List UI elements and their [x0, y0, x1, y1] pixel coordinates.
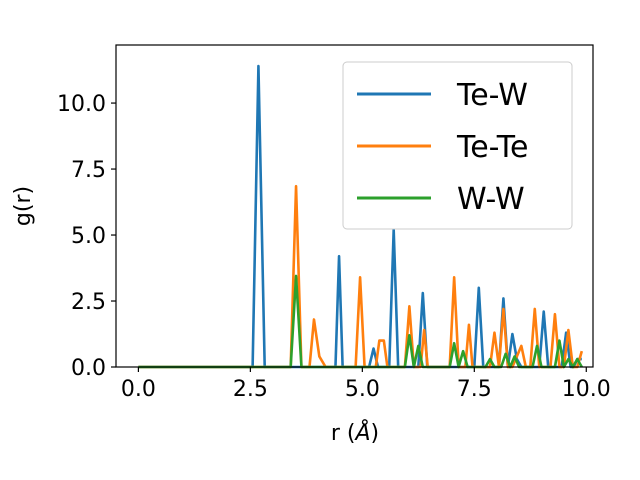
- x-axis-label-text: r (: [331, 421, 356, 446]
- y-axis-label: g(r): [11, 186, 36, 226]
- y-tick-label: 7.5: [71, 158, 106, 183]
- y-tick-label: 0.0: [71, 356, 106, 381]
- y-tick-label: 2.5: [71, 290, 106, 315]
- x-axis-label-close: ): [371, 421, 380, 446]
- axes-layer: 0.0 2.5 5.0 7.5 10.0 0.0 2.5 5.0 7.5 10.0: [57, 44, 611, 402]
- x-axis-label-symbol: Å: [353, 419, 370, 446]
- legend-label-w-w: W-W: [457, 182, 525, 217]
- series-line-w-w: [138, 274, 583, 369]
- legend: Te-W Te-Te W-W: [342, 61, 573, 230]
- plot-frame: [115, 44, 594, 368]
- x-tick-label: 2.5: [233, 377, 268, 402]
- y-tick-label: 5.0: [71, 224, 106, 249]
- y-tick-label: 10.0: [57, 92, 106, 117]
- x-tick-label: 0.0: [121, 377, 156, 402]
- legend-label-te-te: Te-Te: [456, 130, 528, 165]
- x-axis-label: r (Å): [331, 419, 379, 446]
- legend-label-te-w: Te-W: [456, 78, 528, 113]
- x-tick-label: 5.0: [345, 377, 380, 402]
- legend-box: [342, 61, 573, 230]
- x-tick-label: 7.5: [457, 377, 492, 402]
- x-tick-label: 10.0: [562, 377, 611, 402]
